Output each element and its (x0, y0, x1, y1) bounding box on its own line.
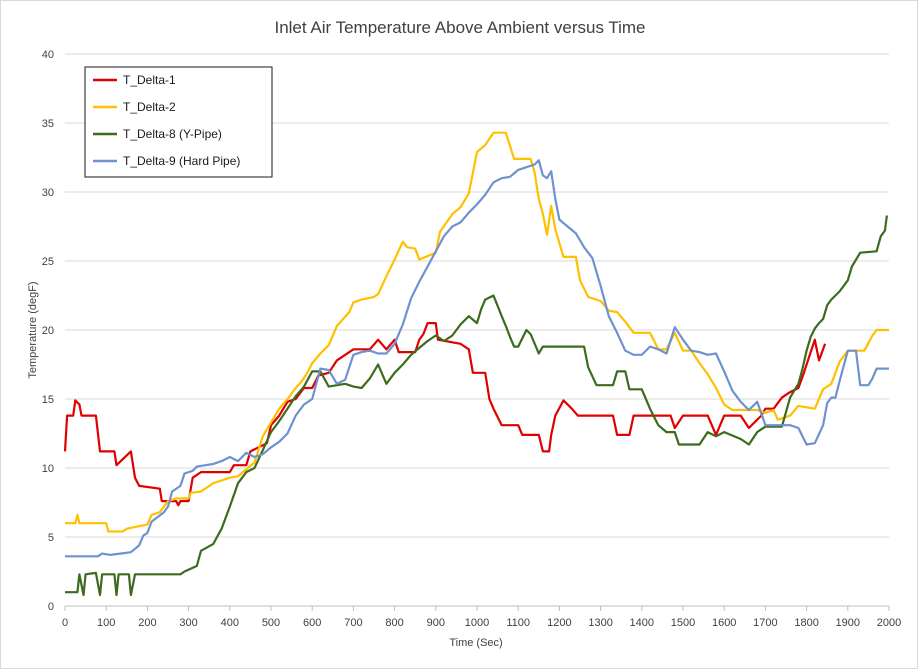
y-axis-title: Temperature (degF) (27, 281, 39, 378)
x-tick-label: 1200 (547, 617, 571, 629)
y-tick-label: 0 (48, 601, 54, 613)
x-tick-label: 1800 (794, 617, 818, 629)
series-line-4 (65, 159, 889, 558)
x-tick-label: 1000 (465, 617, 489, 629)
y-tick-labels: 0 5 10 15 20 25 30 35 40 (42, 49, 54, 613)
x-tick-label: 1700 (753, 617, 777, 629)
x-tick-label: 1100 (506, 617, 530, 629)
series-line-2 (65, 131, 889, 533)
x-tick-label: 1600 (712, 617, 736, 629)
x-tick-labels: 0 100 200 300 400 500 600 700 800 900 1000 1100 1200… (62, 617, 901, 629)
x-tick-label: 800 (385, 617, 403, 629)
x-axis-title: Time (Sec) (449, 637, 502, 649)
y-tick-label: 10 (42, 463, 54, 475)
legend-label: T_Delta-2 (123, 100, 176, 114)
legend: T_Delta-1 T_Delta-2 T_Delta-8 (Y-Pipe) T_De… (84, 66, 273, 178)
x-tick-label: 600 (303, 617, 321, 629)
legend-box (84, 66, 273, 178)
x-tick-label: 0 (62, 617, 68, 629)
chart-title: Inlet Air Temperature Above Ambient vers… (274, 18, 645, 37)
gridlines (65, 53, 889, 538)
legend-label: T_Delta-9 (Hard Pipe) (123, 154, 240, 168)
x-tick-label: 1300 (588, 617, 612, 629)
legend-label: T_Delta-1 (123, 73, 176, 87)
x-tick-label: 900 (427, 617, 445, 629)
x-tick-label: 1500 (671, 617, 695, 629)
y-tick-label: 5 (48, 532, 54, 544)
y-tick-label: 20 (42, 325, 54, 337)
legend-label: T_Delta-8 (Y-Pipe) (123, 127, 222, 141)
y-tick-label: 35 (42, 118, 54, 130)
axes (64, 605, 890, 611)
x-tick-label: 500 (262, 617, 280, 629)
series-layer (63, 131, 889, 597)
x-tick-label: 100 (97, 617, 115, 629)
y-tick-label: 15 (42, 394, 54, 406)
x-tick-label: 400 (221, 617, 239, 629)
y-tick-label: 30 (42, 187, 54, 199)
series-line-3 (65, 215, 888, 597)
x-tick-label: 1400 (630, 617, 654, 629)
series-line-1 (63, 322, 827, 507)
y-tick-label: 25 (42, 256, 54, 268)
x-tick-label: 2000 (877, 617, 901, 629)
y-tick-label: 40 (42, 49, 54, 61)
x-tick-label: 700 (344, 617, 362, 629)
x-tick-label: 1900 (836, 617, 860, 629)
x-tick-label: 200 (138, 617, 156, 629)
x-tick-label: 300 (179, 617, 197, 629)
